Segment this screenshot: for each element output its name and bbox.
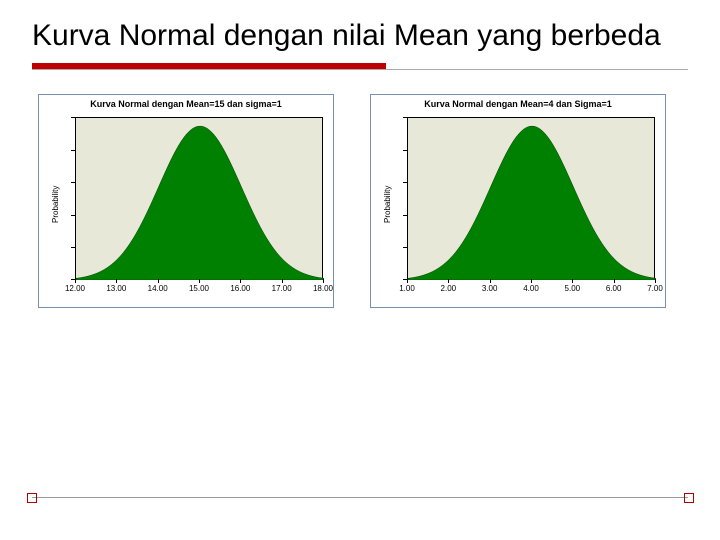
x-tick: [448, 279, 449, 283]
slide: Kurva Normal dengan nilai Mean yang berb…: [0, 0, 720, 540]
y-tick: [71, 279, 75, 280]
normal-curve: [408, 118, 656, 280]
plot-area: [75, 117, 323, 279]
y-tick: [403, 150, 407, 151]
chart-title: Kurva Normal dengan Mean=4 dan Sigma=1: [371, 99, 665, 109]
x-tick-label: 17.00: [272, 284, 292, 293]
x-tick: [199, 279, 200, 283]
x-tick: [158, 279, 159, 283]
chart-panel-right: Kurva Normal dengan Mean=4 dan Sigma=1 P…: [370, 94, 666, 308]
footer-square-left: [27, 493, 37, 503]
x-tick-label: 13.00: [106, 284, 126, 293]
x-tick-label: 5.00: [565, 284, 581, 293]
curve-path: [76, 126, 324, 280]
x-tick: [323, 279, 324, 283]
gray-rule: [32, 69, 688, 70]
x-tick: [531, 279, 532, 283]
x-tick: [240, 279, 241, 283]
y-axis-label: Probability: [51, 186, 60, 223]
x-tick-label: 12.00: [65, 284, 85, 293]
plot-area: [407, 117, 655, 279]
y-tick: [403, 247, 407, 248]
x-tick-label: 16.00: [230, 284, 250, 293]
y-tick: [403, 215, 407, 216]
y-axis-label: Probability: [383, 186, 392, 223]
x-tick: [614, 279, 615, 283]
x-tick-label: 7.00: [647, 284, 663, 293]
x-tick-label: 3.00: [482, 284, 498, 293]
x-tick: [75, 279, 76, 283]
curve-path: [408, 126, 656, 280]
x-tick: [655, 279, 656, 283]
footer-square-right: [684, 493, 694, 503]
y-tick: [403, 182, 407, 183]
x-tick-label: 2.00: [441, 284, 457, 293]
x-tick-label: 6.00: [606, 284, 622, 293]
chart-panel-left: Kurva Normal dengan Mean=15 dan sigma=1 …: [38, 94, 334, 308]
y-tick: [403, 279, 407, 280]
x-tick: [282, 279, 283, 283]
y-tick: [71, 215, 75, 216]
y-tick: [71, 117, 75, 118]
charts-row: Kurva Normal dengan Mean=15 dan sigma=1 …: [32, 94, 688, 308]
x-tick: [116, 279, 117, 283]
title-underline: [32, 63, 688, 70]
footer-rule: [32, 497, 688, 498]
x-tick-label: 14.00: [148, 284, 168, 293]
x-tick-label: 4.00: [523, 284, 539, 293]
x-tick-label: 15.00: [189, 284, 209, 293]
y-tick: [71, 247, 75, 248]
x-tick: [490, 279, 491, 283]
normal-curve: [76, 118, 324, 280]
x-tick-label: 1.00: [399, 284, 415, 293]
page-title: Kurva Normal dengan nilai Mean yang berb…: [32, 18, 688, 53]
y-tick: [71, 182, 75, 183]
y-tick: [403, 117, 407, 118]
x-tick-label: 18.00: [313, 284, 333, 293]
y-tick: [71, 150, 75, 151]
chart-title: Kurva Normal dengan Mean=15 dan sigma=1: [39, 99, 333, 109]
x-tick: [407, 279, 408, 283]
x-tick: [572, 279, 573, 283]
